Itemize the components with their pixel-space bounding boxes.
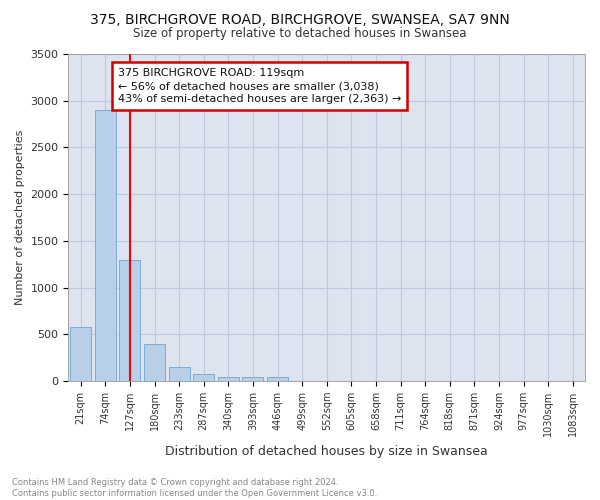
Text: Contains HM Land Registry data © Crown copyright and database right 2024.
Contai: Contains HM Land Registry data © Crown c… bbox=[12, 478, 377, 498]
Bar bbox=[218, 376, 239, 381]
Text: 375, BIRCHGROVE ROAD, BIRCHGROVE, SWANSEA, SA7 9NN: 375, BIRCHGROVE ROAD, BIRCHGROVE, SWANSE… bbox=[90, 12, 510, 26]
X-axis label: Distribution of detached houses by size in Swansea: Distribution of detached houses by size … bbox=[166, 444, 488, 458]
Bar bbox=[193, 374, 214, 381]
Text: Size of property relative to detached houses in Swansea: Size of property relative to detached ho… bbox=[133, 28, 467, 40]
Bar bbox=[242, 377, 263, 381]
Y-axis label: Number of detached properties: Number of detached properties bbox=[15, 130, 25, 306]
Bar bbox=[119, 260, 140, 381]
Bar bbox=[169, 366, 190, 381]
Text: 375 BIRCHGROVE ROAD: 119sqm
← 56% of detached houses are smaller (3,038)
43% of : 375 BIRCHGROVE ROAD: 119sqm ← 56% of det… bbox=[118, 68, 401, 104]
Bar bbox=[144, 344, 165, 381]
Bar bbox=[267, 378, 288, 381]
Bar bbox=[95, 110, 116, 381]
Bar bbox=[70, 328, 91, 381]
